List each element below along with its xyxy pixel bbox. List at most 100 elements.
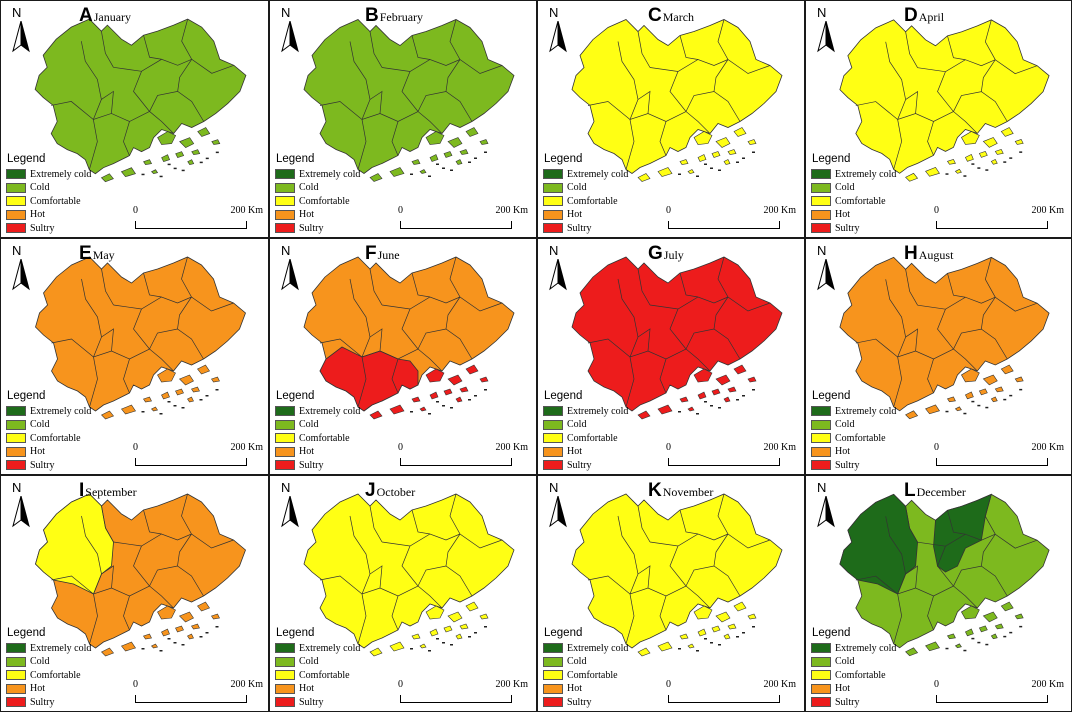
scale-start-label: 0 (666, 442, 671, 453)
island (459, 623, 469, 630)
north-arrow-icon (549, 496, 567, 528)
north-label: N (549, 5, 559, 20)
island (637, 647, 651, 657)
legend-label: Extremely cold (835, 405, 897, 417)
district-boundary (905, 31, 918, 68)
islet (442, 405, 445, 407)
legend-item-hot: Hot (543, 445, 628, 459)
island (961, 131, 980, 145)
scale-bar: 0 200 Km (133, 442, 263, 468)
mainland-region (35, 256, 246, 412)
island (978, 151, 988, 158)
island (161, 628, 170, 637)
island (443, 625, 453, 633)
map-panel-may: N EMay Legend Extremely cold Cold Comfortable… (0, 238, 269, 475)
legend-item-cold: Cold (811, 181, 896, 195)
island (179, 137, 195, 148)
islet (436, 401, 439, 403)
district-boundary (885, 41, 906, 120)
district-boundary (357, 356, 367, 408)
district-boundary (659, 358, 667, 394)
legend-swatch (6, 419, 26, 430)
scale-start-label: 0 (934, 205, 939, 216)
legend-item-extremely-cold: Extremely cold (6, 642, 91, 656)
scale-line (936, 695, 1048, 703)
islet (678, 648, 681, 650)
legend-item-comfortable: Comfortable (6, 669, 91, 683)
island (178, 611, 194, 623)
district-boundary (81, 515, 102, 595)
legend-label: Extremely cold (30, 642, 92, 654)
legend-swatch (543, 446, 563, 457)
legend-title: Legend (276, 626, 315, 639)
legend-item-hot: Hot (543, 682, 628, 696)
district-boundary (927, 121, 934, 156)
legend: Legend Extremely cold Cold Comfortable Hot Su… (275, 390, 360, 473)
north-label: N (817, 480, 827, 495)
legend-label: Hot (835, 446, 850, 458)
legend-title: Legend (812, 389, 851, 402)
island (679, 159, 689, 165)
north-label: N (549, 243, 559, 258)
legend-item-cold: Cold (275, 655, 360, 669)
district-boundary (369, 505, 383, 543)
island (697, 391, 707, 400)
island (905, 647, 919, 657)
legend-swatch (275, 182, 295, 193)
islet (710, 642, 713, 644)
district-boundary (411, 35, 431, 60)
region-map (571, 256, 783, 420)
island (425, 368, 445, 383)
legend-label: Cold (299, 182, 319, 194)
scale-start-label: 0 (398, 205, 403, 216)
legend-item-hot: Hot (275, 682, 360, 696)
district-boundary (980, 297, 996, 330)
legend-label: Cold (835, 419, 855, 431)
district-boundary (637, 31, 651, 68)
panel-title: ISeptember (79, 480, 137, 502)
scale-start-label: 0 (398, 442, 403, 453)
district-boundary (357, 119, 367, 170)
island (465, 127, 479, 137)
island (447, 137, 463, 148)
island (711, 388, 721, 396)
island (905, 172, 919, 182)
island (187, 396, 194, 403)
islet (971, 400, 975, 403)
district-boundary (401, 308, 419, 350)
legend-label: Hot (299, 683, 314, 695)
panel-month: April (918, 10, 945, 24)
legend-swatch (275, 223, 295, 234)
legend-item-extremely-cold: Extremely cold (275, 642, 360, 656)
district-boundary (637, 268, 651, 306)
map-panel-april: N DApril Legend Extremely cold Cold Comfortab… (805, 0, 1072, 238)
north-arrow-icon (12, 496, 30, 528)
legend-item-cold: Cold (811, 418, 896, 432)
district-boundary (401, 545, 419, 587)
scale-end-label: 200 Km (495, 442, 529, 453)
island (429, 154, 439, 162)
island (389, 167, 405, 177)
legend-item-sultry: Sultry (543, 696, 628, 710)
legend-swatch (275, 419, 295, 430)
district-boundary (391, 358, 399, 394)
island (637, 410, 651, 420)
legend-label: Comfortable (299, 195, 350, 207)
island (693, 131, 713, 145)
district-boundary (855, 101, 978, 134)
district-boundary (937, 309, 954, 350)
island (925, 641, 940, 652)
district-boundary (391, 121, 399, 156)
legend-label: Sultry (567, 459, 592, 471)
district-boundary (89, 593, 98, 645)
island (429, 628, 439, 637)
legend-swatch (6, 460, 26, 471)
legend-label: Hot (567, 446, 582, 458)
legend-swatch (6, 656, 26, 667)
islet (167, 638, 171, 640)
district-boundary (411, 509, 431, 535)
island (121, 641, 136, 652)
island (947, 396, 956, 403)
legend-swatch (6, 643, 26, 654)
legend-swatch (543, 169, 563, 180)
